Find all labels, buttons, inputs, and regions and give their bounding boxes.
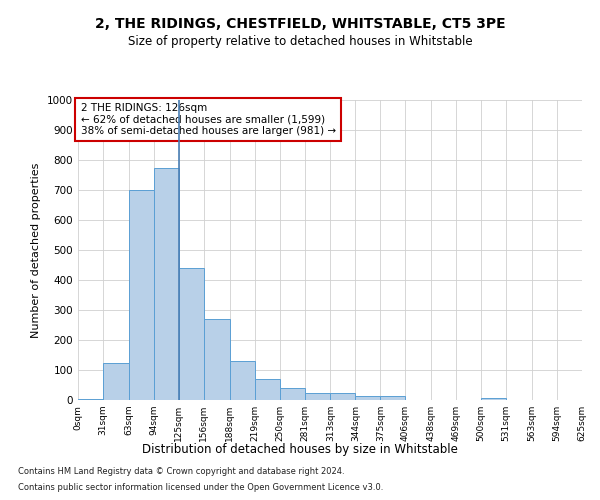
Text: Contains public sector information licensed under the Open Government Licence v3: Contains public sector information licen… bbox=[18, 482, 383, 492]
Text: Distribution of detached houses by size in Whitstable: Distribution of detached houses by size … bbox=[142, 442, 458, 456]
Bar bbox=[204, 319, 230, 400]
Bar bbox=[154, 168, 179, 400]
Bar bbox=[481, 398, 506, 400]
Bar bbox=[129, 190, 154, 400]
Bar bbox=[254, 379, 280, 400]
Bar bbox=[355, 396, 380, 400]
Y-axis label: Number of detached properties: Number of detached properties bbox=[31, 162, 41, 338]
Bar bbox=[230, 361, 254, 400]
Text: Size of property relative to detached houses in Whitstable: Size of property relative to detached ho… bbox=[128, 35, 472, 48]
Text: Contains HM Land Registry data © Crown copyright and database right 2024.: Contains HM Land Registry data © Crown c… bbox=[18, 468, 344, 476]
Bar bbox=[331, 394, 355, 400]
Bar bbox=[78, 398, 103, 400]
Text: 2 THE RIDINGS: 126sqm
← 62% of detached houses are smaller (1,599)
38% of semi-d: 2 THE RIDINGS: 126sqm ← 62% of detached … bbox=[80, 103, 335, 136]
Bar bbox=[179, 268, 204, 400]
Bar bbox=[103, 362, 129, 400]
Bar bbox=[280, 388, 305, 400]
Bar bbox=[380, 396, 406, 400]
Bar bbox=[305, 394, 331, 400]
Text: 2, THE RIDINGS, CHESTFIELD, WHITSTABLE, CT5 3PE: 2, THE RIDINGS, CHESTFIELD, WHITSTABLE, … bbox=[95, 18, 505, 32]
